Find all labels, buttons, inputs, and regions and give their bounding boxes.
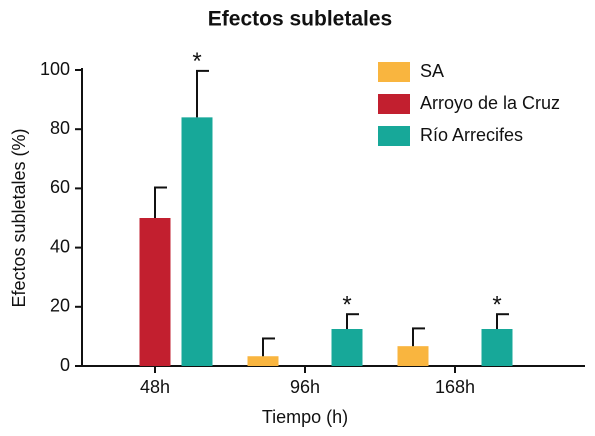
legend-swatch: [378, 62, 410, 82]
bar: [331, 329, 363, 366]
x-tick-label: 96h: [290, 377, 320, 397]
legend-label: SA: [420, 61, 444, 81]
legend-swatch: [378, 126, 410, 146]
y-axis-label: Efectos subletales (%): [9, 128, 29, 307]
legend-label: Río Arrecifes: [420, 125, 523, 145]
significance-marker: *: [492, 292, 501, 319]
x-tick-label: 48h: [140, 377, 170, 397]
y-tick-label: 0: [60, 355, 70, 375]
bar: [181, 117, 213, 366]
bar: [139, 218, 171, 366]
bar: [247, 356, 279, 366]
significance-marker: *: [342, 292, 351, 319]
y-tick-label: 20: [50, 296, 70, 316]
x-tick-label: 168h: [435, 377, 475, 397]
y-tick-label: 40: [50, 236, 70, 256]
bar: [397, 346, 429, 366]
chart-title: Efectos subletales: [208, 8, 392, 31]
significance-marker: *: [192, 48, 201, 75]
legend-swatch: [378, 94, 410, 114]
y-tick-label: 100: [40, 59, 70, 79]
legend-label: Arroyo de la Cruz: [420, 93, 560, 113]
bar: [481, 329, 513, 366]
x-axis-label: Tiempo (h): [262, 407, 348, 427]
y-tick-label: 60: [50, 177, 70, 197]
y-tick-label: 80: [50, 118, 70, 138]
